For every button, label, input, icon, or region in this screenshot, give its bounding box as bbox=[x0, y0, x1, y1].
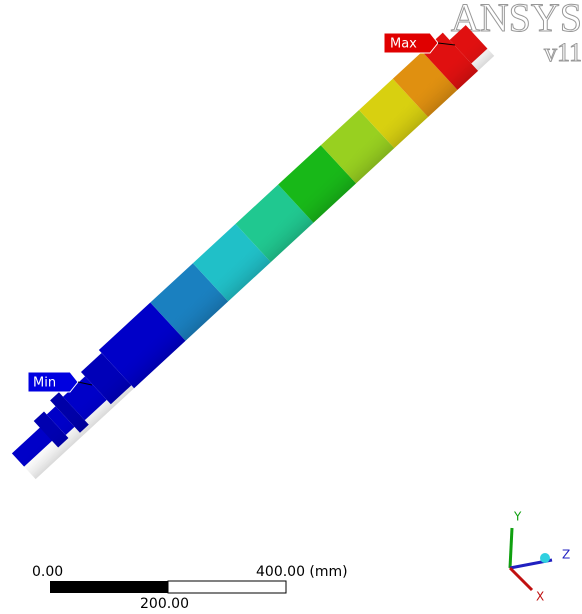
scale-middle: 200.00 bbox=[140, 596, 189, 612]
scale-bar: 0.00 400.00 (mm) 200.00 bbox=[32, 564, 348, 612]
max-label: Max bbox=[390, 37, 417, 52]
shaft-model bbox=[0, 18, 494, 479]
axis-triad: Y Z X bbox=[510, 510, 570, 604]
triad-z: Z bbox=[562, 548, 570, 562]
min-label: Min bbox=[33, 376, 56, 391]
scale-start: 0.00 bbox=[32, 564, 63, 580]
triad-y: Y bbox=[513, 510, 522, 524]
logo-version: v11 bbox=[544, 38, 582, 67]
viewport: ANSYS v11 Max Min 0.00 400.00 (mm) bbox=[0, 0, 582, 614]
scale-end: 400.00 (mm) bbox=[256, 564, 348, 580]
triad-x: X bbox=[536, 590, 544, 604]
